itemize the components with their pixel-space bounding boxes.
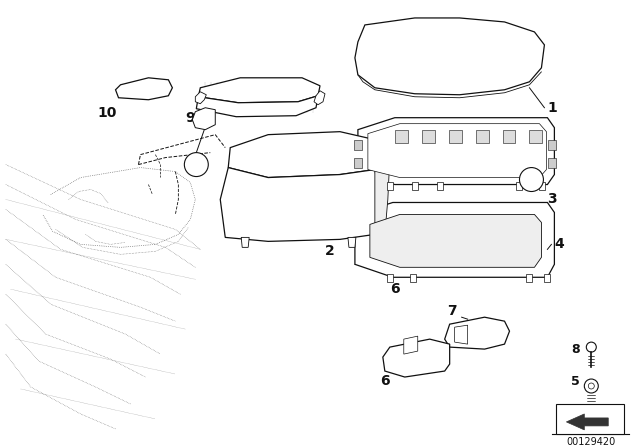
Polygon shape [348,237,356,247]
Polygon shape [545,274,550,282]
Circle shape [584,379,598,393]
Polygon shape [228,132,380,177]
Polygon shape [412,181,418,190]
Text: 1: 1 [547,101,557,115]
Polygon shape [395,129,408,142]
Polygon shape [354,158,362,168]
Polygon shape [354,140,362,150]
Text: 2: 2 [325,244,335,258]
Polygon shape [116,78,172,100]
Polygon shape [387,181,393,190]
Text: 5: 5 [572,375,580,388]
Polygon shape [383,339,450,377]
Text: 9: 9 [186,111,195,125]
Polygon shape [198,78,320,103]
Text: 10: 10 [98,106,117,120]
Polygon shape [410,274,416,282]
Polygon shape [566,414,608,430]
Polygon shape [387,274,393,282]
Text: 8: 8 [572,343,580,356]
Polygon shape [404,336,418,354]
Polygon shape [516,181,522,190]
Text: 3: 3 [547,193,557,207]
Polygon shape [314,91,325,105]
Polygon shape [548,140,556,150]
Polygon shape [196,96,318,116]
Circle shape [586,342,596,352]
Text: 6: 6 [390,282,399,296]
Circle shape [520,168,543,191]
Polygon shape [527,274,532,282]
Polygon shape [540,181,545,190]
Text: 8: 8 [192,158,200,171]
Polygon shape [449,129,461,142]
Text: 00129420: 00129420 [566,437,616,447]
Polygon shape [436,181,443,190]
Polygon shape [370,215,541,267]
Polygon shape [375,155,390,237]
Polygon shape [454,325,468,344]
Polygon shape [355,202,554,277]
Polygon shape [355,18,545,95]
Polygon shape [358,118,554,185]
Polygon shape [368,124,547,177]
Polygon shape [422,129,435,142]
Circle shape [588,383,595,389]
Text: 7: 7 [447,304,456,318]
Polygon shape [195,92,206,104]
Polygon shape [220,168,380,241]
Polygon shape [476,129,488,142]
Text: 6: 6 [380,374,390,388]
Polygon shape [529,129,543,142]
Polygon shape [548,158,556,168]
Polygon shape [193,108,215,129]
Circle shape [184,153,208,177]
Polygon shape [241,237,249,247]
Polygon shape [445,317,509,349]
Text: 5: 5 [527,173,536,186]
Text: 4: 4 [554,237,564,251]
Bar [556,404,624,434]
Polygon shape [502,129,515,142]
